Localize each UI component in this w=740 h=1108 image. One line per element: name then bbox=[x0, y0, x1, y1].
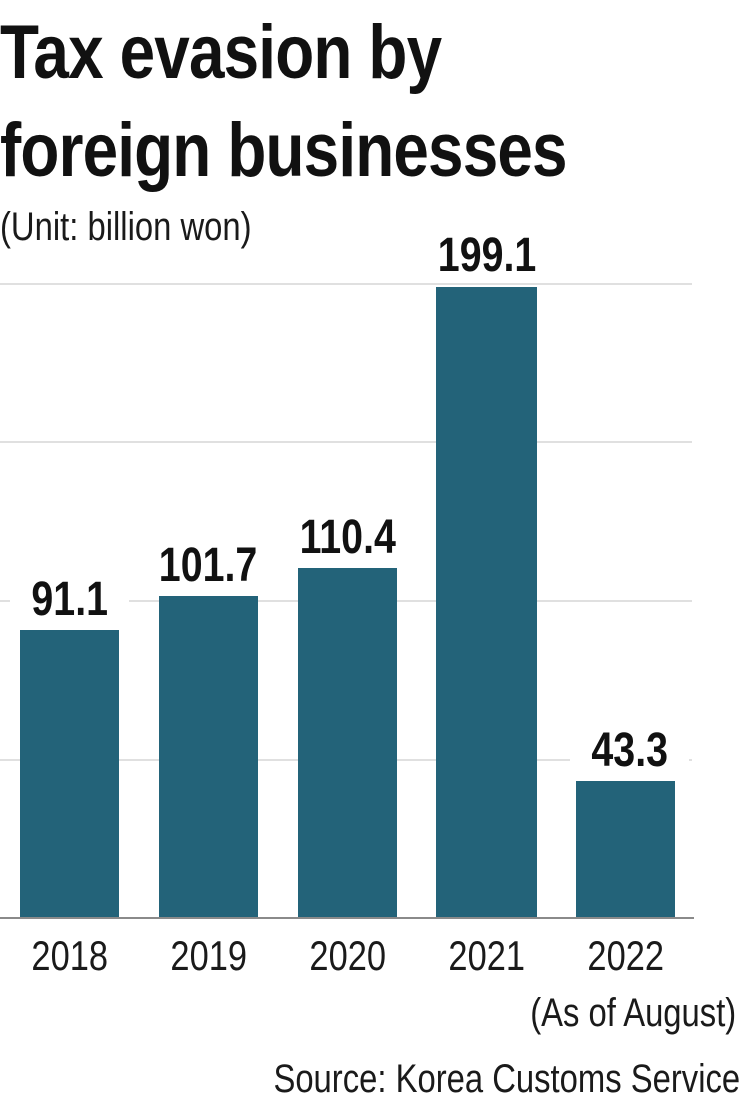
bar-2020 bbox=[298, 568, 397, 918]
title-line-2: foreign businesses bbox=[0, 108, 568, 193]
gridline-200 bbox=[0, 283, 692, 285]
x-tick-2020: 2020 bbox=[309, 932, 387, 979]
x-tick-2018: 2018 bbox=[31, 932, 109, 979]
title-line-1: Tax evasion by bbox=[0, 10, 442, 95]
bar-2018 bbox=[20, 630, 119, 918]
chart-title: Tax evasion by foreign businesses bbox=[0, 4, 622, 200]
unit-label: (Unit: billion won) bbox=[0, 205, 252, 249]
value-label-2021: 199.1 bbox=[420, 230, 555, 282]
value-label-2019: 101.7 bbox=[141, 540, 276, 592]
x-tick-2021: 2021 bbox=[448, 932, 526, 979]
bar-2022 bbox=[576, 781, 675, 918]
bar-2019 bbox=[159, 596, 258, 918]
x-tick-2022: 2022 bbox=[587, 932, 665, 979]
x-tick-2019: 2019 bbox=[170, 932, 248, 979]
value-label-2018: 91.1 bbox=[10, 574, 129, 626]
x-axis-line bbox=[0, 917, 694, 919]
value-label-2020: 110.4 bbox=[280, 512, 415, 564]
value-label-2022: 43.3 bbox=[570, 725, 689, 777]
as-of-note: (As of August) bbox=[529, 991, 736, 1035]
bar-2021 bbox=[436, 287, 537, 918]
gridline-150 bbox=[0, 441, 692, 443]
source-credit: Source: Korea Customs Service bbox=[273, 1057, 740, 1101]
